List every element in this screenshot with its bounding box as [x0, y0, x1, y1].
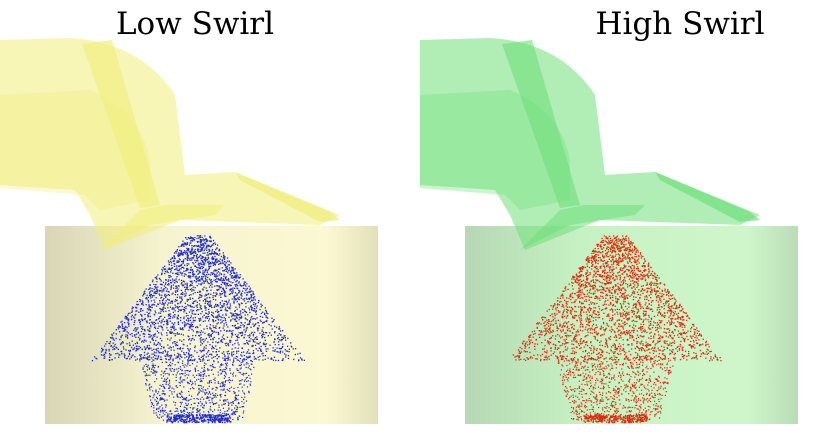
panel-title-low-swirl: Low Swirl [115, 6, 275, 42]
valve-stem [82, 40, 160, 208]
fuel-spray [512, 235, 722, 424]
valve-stem [502, 40, 580, 208]
panel-title-high-swirl: High Swirl [595, 6, 765, 42]
valve-head [520, 205, 645, 250]
cylinder [465, 226, 798, 424]
cylinder [45, 226, 378, 424]
intake-port [420, 38, 760, 250]
valve-seat-edge [235, 172, 340, 222]
intake-port [0, 38, 340, 250]
valve-head [100, 205, 225, 250]
high-swirl-panel [420, 38, 798, 424]
valve-seat-edge [655, 172, 760, 222]
low-swirl-panel [0, 38, 378, 424]
fuel-spray [91, 235, 305, 424]
